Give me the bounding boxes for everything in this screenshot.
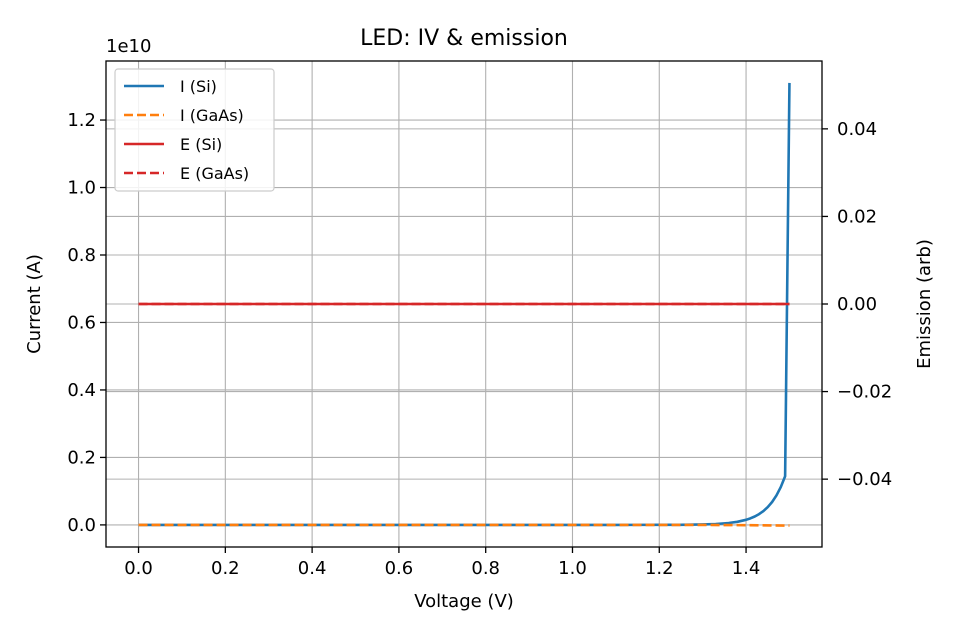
legend: I (Si) I (GaAs) E (Si) E (GaAs): [114, 68, 275, 192]
y-ticks-right: −0.04 −0.02 0.00 0.02 0.04: [822, 119, 892, 490]
y-tick-label-right: −0.02: [837, 382, 892, 403]
x-tick-label: 1.4: [732, 558, 761, 579]
y-offset-label: 1e10: [106, 36, 151, 57]
legend-label-i-si: I (Si): [180, 77, 217, 96]
x-tick-label: 0.0: [124, 558, 153, 579]
y-axis-label-left: Current (A): [24, 254, 45, 354]
y-tick-label-left: 0.6: [67, 312, 96, 333]
legend-label-e-gaas: E (GaAs): [180, 164, 249, 183]
chart-title: LED: IV & emission: [360, 26, 568, 51]
y-tick-label-left: 0.8: [67, 245, 96, 266]
y-tick-label-left: 1.2: [67, 110, 96, 131]
x-tick-label: 0.2: [211, 558, 240, 579]
y-tick-label-right: 0.04: [837, 119, 877, 140]
x-tick-label: 1.2: [645, 558, 674, 579]
y-tick-label-right: −0.04: [837, 469, 892, 490]
y-tick-label-left: 0.2: [67, 447, 96, 468]
x-axis-label: Voltage (V): [414, 591, 514, 612]
y-tick-label-left: 1.0: [67, 178, 96, 199]
x-tick-label: 1.0: [558, 558, 587, 579]
y-tick-label-right: 0.00: [837, 294, 877, 315]
y-tick-label-left: 0.0: [67, 515, 96, 536]
legend-label-e-si: E (Si): [180, 135, 222, 154]
legend-label-i-gaas: I (GaAs): [180, 106, 244, 125]
y-axis-label-right: Emission (arb): [914, 239, 935, 369]
y-tick-label-left: 0.4: [67, 380, 96, 401]
x-tick-label: 0.8: [471, 558, 500, 579]
series-line-i-gaas: [138, 523, 790, 527]
x-tick-label: 0.6: [385, 558, 414, 579]
y-ticks-left: 0.0 0.2 0.4 0.6 0.8 1.0 1.2: [67, 110, 106, 536]
series-layer: [138, 82, 791, 527]
y-tick-label-right: 0.02: [837, 206, 877, 227]
x-tick-label: 0.4: [298, 558, 327, 579]
legend-frame: [114, 68, 275, 192]
x-ticks: 0.0 0.2 0.4 0.6 0.8 1.0 1.2 1.4: [124, 547, 760, 579]
